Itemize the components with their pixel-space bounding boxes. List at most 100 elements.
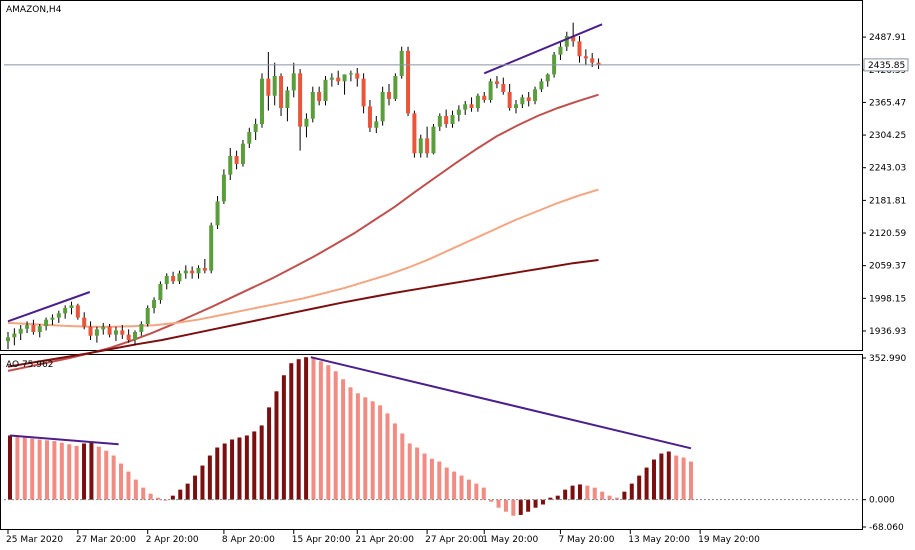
candle-body bbox=[215, 201, 220, 226]
ao-bar bbox=[296, 359, 301, 500]
candle bbox=[260, 73, 264, 128]
candle bbox=[431, 124, 436, 155]
ao-bar bbox=[141, 487, 146, 500]
candle bbox=[348, 70, 353, 82]
candle-body bbox=[107, 326, 112, 335]
candle bbox=[228, 148, 233, 180]
candle-body bbox=[196, 268, 201, 274]
candle-body bbox=[126, 334, 131, 340]
candle bbox=[488, 78, 493, 103]
candle-body bbox=[444, 116, 449, 124]
price-pane: 2487.912426.392365.472304.252243.032181.… bbox=[4, 22, 909, 372]
candle-body bbox=[139, 324, 144, 332]
ao-trendline-1[interactable] bbox=[310, 356, 692, 450]
candle-body bbox=[329, 77, 334, 80]
price-axis-label: 2181.81 bbox=[869, 196, 906, 206]
ao-bar bbox=[318, 361, 323, 500]
ao-bar bbox=[585, 485, 590, 500]
time-axis-label: 1 May 20:00 bbox=[482, 535, 538, 545]
candle bbox=[107, 324, 112, 338]
candle bbox=[361, 73, 366, 114]
ao-bar bbox=[651, 459, 656, 500]
ao-trendline-0[interactable] bbox=[9, 434, 119, 446]
candle bbox=[247, 127, 252, 148]
candle-body bbox=[158, 284, 163, 300]
time-axis-label: 27 Mar 20:00 bbox=[76, 535, 136, 545]
candle-body bbox=[209, 225, 214, 271]
candle bbox=[444, 109, 449, 128]
ao-bar bbox=[185, 483, 190, 500]
ao-bar bbox=[415, 447, 420, 500]
candle-body bbox=[240, 143, 245, 164]
ao-bar bbox=[681, 457, 686, 500]
ao-bar bbox=[30, 438, 35, 500]
ao-bar bbox=[281, 375, 286, 500]
candle bbox=[291, 62, 296, 98]
price-trendline-0[interactable] bbox=[7, 291, 91, 323]
candle-body bbox=[285, 90, 290, 108]
candle-body bbox=[590, 58, 595, 63]
candle bbox=[152, 297, 157, 314]
candle bbox=[113, 326, 118, 342]
candle-body bbox=[50, 317, 55, 320]
candle-body bbox=[482, 95, 487, 100]
candle bbox=[539, 78, 544, 92]
candle-body bbox=[152, 300, 157, 308]
ao-bar bbox=[148, 493, 153, 500]
ao-axis-label: -68.060 bbox=[869, 523, 904, 533]
candle bbox=[317, 86, 322, 106]
candle-body bbox=[298, 73, 303, 127]
ao-bar bbox=[355, 393, 360, 500]
ao-bar bbox=[459, 475, 464, 500]
candle bbox=[202, 258, 207, 274]
ao-bar bbox=[215, 447, 220, 500]
candle-body bbox=[507, 92, 512, 108]
ao-bar bbox=[622, 491, 627, 500]
candle-body bbox=[533, 89, 538, 102]
ao-bar bbox=[392, 423, 397, 500]
candle bbox=[18, 325, 23, 340]
candle bbox=[380, 86, 385, 126]
time-axis-label: 15 Apr 20:00 bbox=[292, 535, 351, 545]
candle-body bbox=[304, 118, 309, 127]
ao-bar bbox=[474, 483, 479, 500]
candle-body bbox=[342, 74, 347, 82]
candle bbox=[374, 116, 379, 134]
candle bbox=[475, 93, 480, 112]
ao-bar bbox=[326, 365, 331, 500]
ao-bar bbox=[8, 435, 12, 500]
ao-bar bbox=[133, 479, 138, 500]
candle-body bbox=[577, 41, 582, 57]
candle-body bbox=[37, 326, 42, 332]
ao-bar bbox=[15, 436, 20, 500]
ao-bar bbox=[429, 458, 434, 500]
candle-body bbox=[418, 138, 423, 154]
candle bbox=[342, 74, 347, 95]
candle bbox=[425, 126, 430, 158]
price-axis-label: 2304.25 bbox=[869, 131, 906, 141]
price-axis-label: 2487.91 bbox=[869, 33, 906, 43]
candle-body bbox=[380, 92, 385, 122]
candle bbox=[177, 270, 182, 284]
candle bbox=[44, 317, 49, 331]
x-axis: 25 Mar 2020 27 Mar 20:00 2 Apr 20:00 8 Apr … bbox=[6, 530, 760, 545]
candle-body bbox=[82, 317, 87, 327]
candle-body bbox=[475, 95, 480, 108]
candle-body bbox=[374, 121, 379, 128]
candle bbox=[171, 271, 176, 284]
candle bbox=[501, 77, 506, 95]
candle-body bbox=[450, 114, 455, 124]
candle bbox=[533, 86, 538, 105]
candle bbox=[133, 330, 137, 346]
candle bbox=[56, 310, 61, 323]
candle bbox=[190, 266, 195, 279]
candle-body bbox=[431, 126, 436, 154]
candle bbox=[37, 324, 42, 338]
candle-body bbox=[69, 305, 74, 308]
ao-bar bbox=[592, 487, 597, 500]
candle bbox=[367, 100, 372, 132]
candle-body bbox=[94, 329, 99, 336]
ao-bar bbox=[311, 358, 316, 500]
candle bbox=[596, 58, 601, 70]
candle-body bbox=[494, 81, 499, 84]
